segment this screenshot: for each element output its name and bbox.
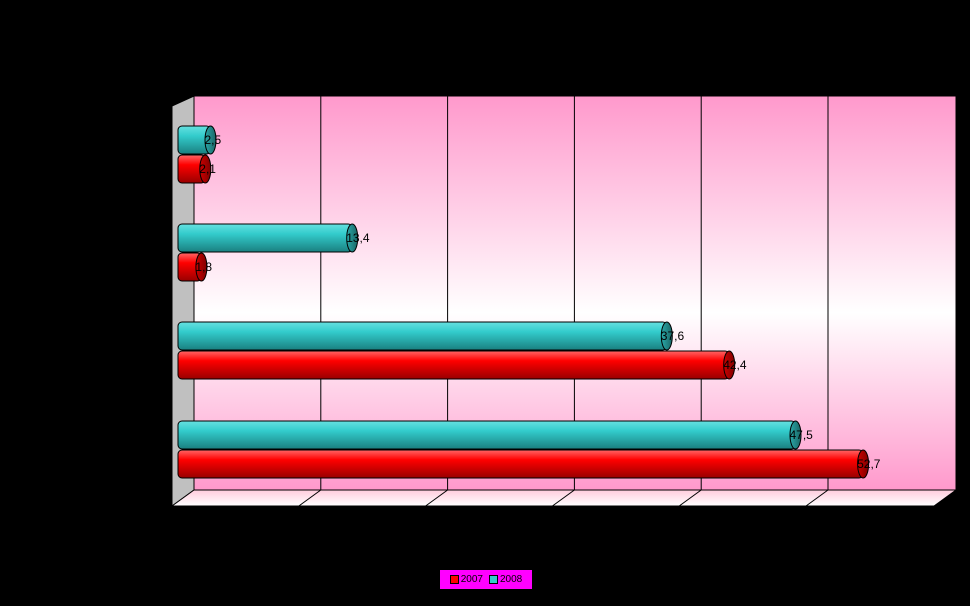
floor-gridline xyxy=(425,489,448,507)
bar-cap-2008-2 xyxy=(660,321,673,351)
bars xyxy=(177,125,870,479)
legend-label-2008: 2008 xyxy=(500,574,523,585)
floor-gridline xyxy=(678,489,702,507)
data-label-2008-2: 37,6 xyxy=(661,329,685,343)
bar-cap-2007-0 xyxy=(199,154,212,184)
legend-item-2007: 2007 xyxy=(449,574,483,585)
bar-2007-2 xyxy=(177,350,730,380)
legend-label-2007: 2007 xyxy=(460,574,483,585)
data-label-2007-0: 2,1 xyxy=(199,162,216,176)
data-label-2008-3: 47,5 xyxy=(790,428,814,442)
bar-2008-2 xyxy=(177,321,668,351)
bar-2008-1 xyxy=(177,223,353,253)
data-label-2007-3: 52,7 xyxy=(857,457,881,471)
bar-cap-2008-1 xyxy=(346,223,359,253)
data-label-2008-0: 2,5 xyxy=(205,133,222,147)
legend: 2007 2008 xyxy=(439,569,533,590)
data-label-2007-2: 42,4 xyxy=(723,358,747,372)
legend-item-2008: 2008 xyxy=(489,574,522,585)
data-labels: 2,5 2,1 13,4 1,8 37,6 42,4 47,5 52,7 xyxy=(195,133,880,471)
bar-2007-3 xyxy=(177,449,864,479)
bar-cap-2007-2 xyxy=(723,350,736,380)
bar-cap-2007-1 xyxy=(195,252,208,282)
floor-gridline xyxy=(298,489,322,507)
floor-gridline xyxy=(552,489,575,507)
legend-swatch-2008 xyxy=(489,575,498,584)
legend-swatch-2007 xyxy=(449,575,459,584)
bar-cap-2008-0 xyxy=(204,125,217,155)
data-label-2008-1: 13,4 xyxy=(346,231,370,245)
bar-2008-3 xyxy=(177,420,796,450)
data-label-2007-1: 1,8 xyxy=(195,260,212,274)
bar-cap-2007-3 xyxy=(857,449,870,479)
bar-cap-2008-3 xyxy=(789,420,802,450)
floor-gridline xyxy=(805,489,829,507)
